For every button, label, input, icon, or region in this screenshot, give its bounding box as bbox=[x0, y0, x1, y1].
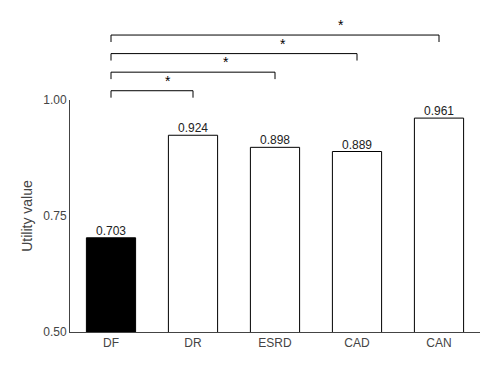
svg-text:*: * bbox=[165, 73, 171, 89]
svg-text:0.924: 0.924 bbox=[178, 121, 208, 135]
svg-text:0.75: 0.75 bbox=[43, 209, 67, 223]
svg-text:0.50: 0.50 bbox=[43, 325, 67, 339]
svg-text:DF: DF bbox=[103, 336, 119, 350]
svg-text:*: * bbox=[338, 17, 344, 33]
svg-text:Utility value: Utility value bbox=[19, 180, 35, 252]
svg-text:ESRD: ESRD bbox=[258, 336, 292, 350]
svg-text:*: * bbox=[280, 36, 286, 52]
svg-text:CAN: CAN bbox=[426, 336, 451, 350]
svg-text:1.00: 1.00 bbox=[43, 93, 67, 107]
svg-text:0.898: 0.898 bbox=[260, 133, 290, 147]
svg-text:*: * bbox=[223, 54, 229, 70]
svg-text:0.961: 0.961 bbox=[424, 104, 454, 118]
svg-text:0.889: 0.889 bbox=[342, 138, 372, 152]
svg-text:CAD: CAD bbox=[344, 336, 370, 350]
svg-text:0.703: 0.703 bbox=[96, 224, 126, 238]
svg-text:DR: DR bbox=[184, 336, 202, 350]
